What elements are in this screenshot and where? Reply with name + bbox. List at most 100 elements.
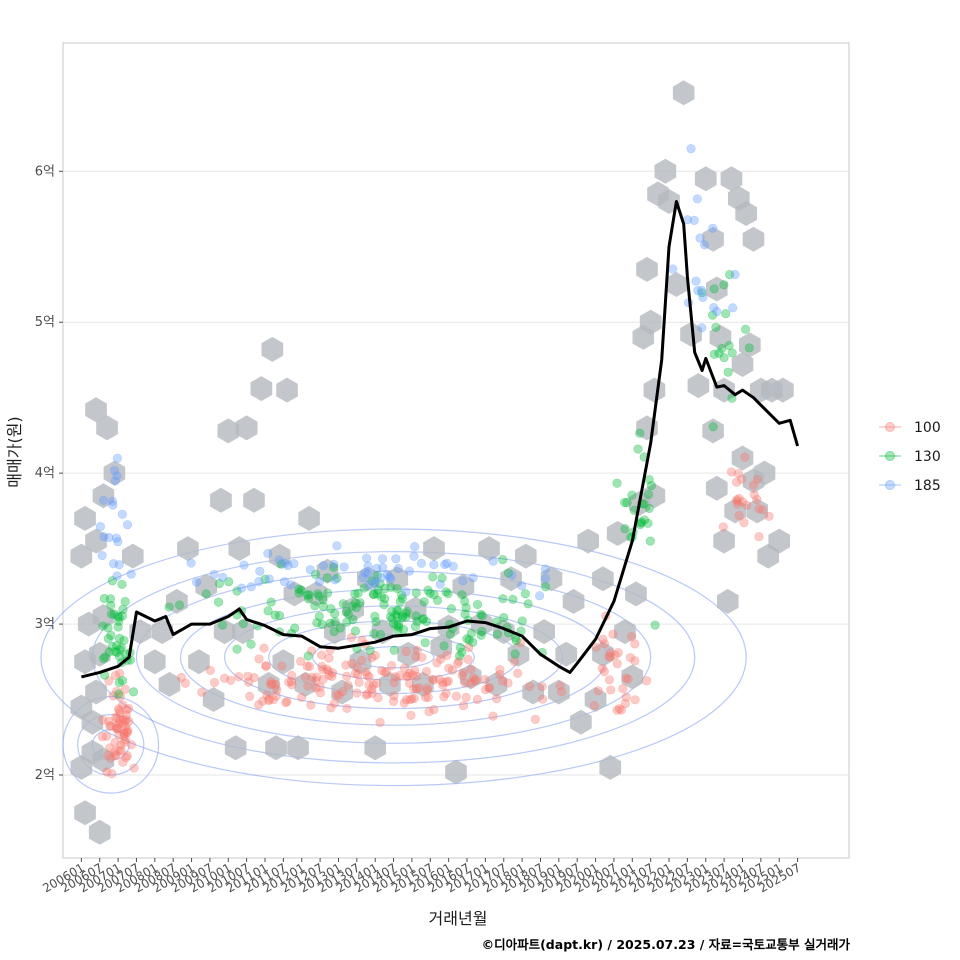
scatter-point-185 — [363, 561, 373, 571]
scatter-point-100 — [353, 669, 363, 680]
scatter-point-130 — [330, 609, 340, 619]
scatter-point-185 — [108, 500, 118, 510]
scatter-point-130 — [622, 497, 632, 508]
scatter-point-100 — [737, 497, 748, 507]
scatter-point-130 — [446, 604, 457, 614]
hexbin-cell — [731, 352, 754, 377]
hexbin-cell — [713, 528, 735, 554]
scatter-point-185 — [122, 520, 133, 530]
scatter-point-185 — [192, 577, 202, 587]
hexbin-cell — [268, 543, 291, 569]
scatter-point-100 — [306, 646, 317, 656]
scatter-point-100 — [417, 652, 427, 663]
scatter-point-130 — [294, 588, 304, 598]
scatter-point-130 — [719, 353, 729, 363]
scatter-point-185 — [391, 554, 401, 564]
hexbin-cell — [500, 566, 522, 592]
scatter-point-100 — [234, 672, 244, 682]
scatter-point-100 — [114, 704, 124, 714]
scatter-point-185 — [370, 579, 380, 589]
scatter-point-130 — [115, 633, 125, 644]
scatter-point-185 — [209, 569, 219, 579]
scatter-point-100 — [604, 651, 614, 662]
scatter-point-100 — [112, 686, 122, 697]
scatter-point-185 — [114, 560, 124, 570]
scatter-point-130 — [369, 589, 379, 600]
scatter-point-100 — [271, 691, 281, 701]
scatter-point-130 — [332, 573, 342, 583]
scatter-point-185 — [280, 558, 290, 569]
scatter-point-130 — [395, 597, 405, 607]
hexbin-cell — [507, 641, 530, 667]
hexbin-cell — [217, 418, 240, 444]
scatter-point-130 — [304, 590, 314, 600]
scatter-point-185 — [696, 285, 707, 295]
legend-key-point — [885, 480, 895, 490]
source-caption: ©디아파트(dapt.kr) / 2025.07.23 / 자료=국토교통부 실… — [481, 937, 850, 952]
density-contour — [40, 528, 747, 787]
scatter-point-130 — [365, 645, 375, 656]
scatter-point-130 — [114, 689, 124, 699]
scatter-point-130 — [201, 589, 211, 599]
scatter-point-100 — [106, 721, 116, 731]
scatter-point-130 — [328, 562, 339, 572]
scatter-point-130 — [113, 611, 123, 621]
scatter-point-100 — [593, 686, 603, 696]
scatter-point-130 — [355, 598, 365, 608]
scatter-point-100 — [180, 678, 190, 688]
scatter-point-130 — [476, 609, 486, 619]
scatter-point-100 — [302, 661, 312, 671]
scatter-point-100 — [470, 675, 481, 685]
hexbin-cell — [548, 679, 570, 705]
scatter-point-130 — [639, 515, 650, 525]
scatter-point-100 — [438, 677, 448, 687]
scatter-point-130 — [723, 367, 733, 377]
scatter-point-100 — [258, 696, 268, 706]
scatter-point-100 — [458, 701, 469, 711]
scatter-point-100 — [245, 691, 255, 701]
scatter-point-185 — [111, 533, 122, 543]
hexbin-cell — [88, 819, 111, 845]
hexbin-cell — [614, 619, 636, 645]
hexbin-cell — [103, 460, 126, 486]
scatter-point-130 — [103, 623, 113, 633]
hexbin-cell — [250, 376, 273, 402]
scatter-point-100 — [757, 505, 768, 515]
scatter-point-130 — [341, 606, 352, 617]
scatter-point-185 — [286, 580, 296, 590]
trend-lines — [81, 200, 800, 679]
scatter-point-185 — [689, 215, 699, 226]
scatter-point-185 — [358, 573, 368, 583]
scatter-point-130 — [114, 616, 124, 626]
scatter-point-100 — [361, 667, 371, 677]
scatter-point-100 — [287, 680, 297, 690]
scatter-point-185 — [730, 269, 740, 280]
hexbin-cell — [151, 619, 173, 645]
hexbin-cell — [70, 543, 93, 569]
scatter-point-185 — [289, 559, 299, 569]
scatter-point-185 — [318, 560, 329, 571]
scatter-point-185 — [108, 559, 119, 569]
hexbin-cell — [540, 566, 563, 592]
scatter-point-185 — [384, 572, 395, 582]
scatter-point-100 — [297, 692, 307, 702]
scatter-point-100 — [352, 688, 362, 698]
hexbin-cell — [643, 483, 666, 509]
scatter-point-100 — [119, 728, 129, 739]
scatter-point-185 — [360, 568, 370, 578]
scatter-point-100 — [115, 715, 125, 725]
scatter-point-130 — [335, 623, 345, 633]
scatter-point-185 — [507, 570, 517, 580]
scatter-point-130 — [214, 578, 225, 589]
scatter-point-130 — [503, 568, 514, 578]
scatter-point-100 — [120, 734, 131, 745]
scatter-point-100 — [332, 690, 342, 700]
hexbin-cell — [243, 487, 265, 513]
scatter-point-100 — [731, 477, 742, 487]
scatter-point-130 — [359, 583, 369, 593]
scatter-point-100 — [616, 705, 626, 715]
hexbin-cell — [665, 272, 688, 297]
hexbin-cell — [459, 664, 482, 690]
scatter-point-100 — [107, 769, 117, 779]
scatter-point-100 — [732, 496, 742, 506]
